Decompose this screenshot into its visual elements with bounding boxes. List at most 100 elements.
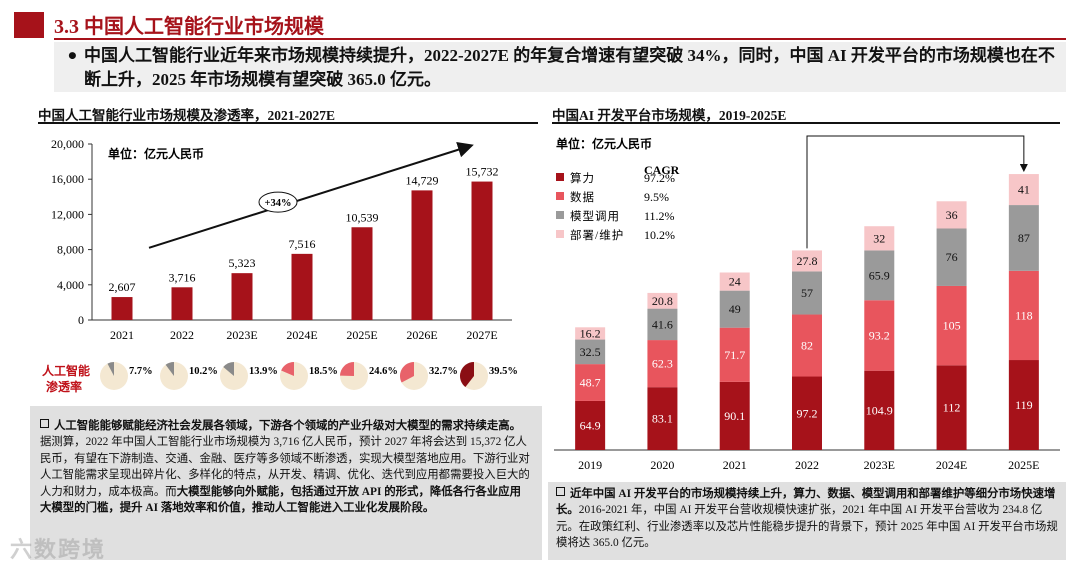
right-note-box (548, 482, 1066, 560)
penetration-pie-slice (460, 362, 474, 388)
left-note-bold: 人工智能能够赋能经济社会发展各领域，下游各个领域的产业升级对大模型的需求持续走高… (54, 420, 522, 432)
checkbox-icon (556, 487, 565, 496)
summary-text: 中国人工智能行业近年来市场规模持续提升，2022-2027E 的年复合增速有望突… (84, 46, 1055, 89)
segment-value-label: 71.7 (724, 348, 745, 362)
legend-label: 部署/维护 (570, 228, 624, 242)
stack-segment (719, 272, 750, 291)
segment-value-label: 82 (801, 339, 813, 353)
stack-segment (1008, 360, 1039, 450)
segment-value-label: 32.5 (580, 345, 601, 359)
segment-value-label: 32 (873, 231, 885, 245)
ai-platform-chart: 单位：亿元人民币 CAGR 算力 97.2% 数据 9.5% 模型调用 11.2% 部署/维护 1… (554, 135, 1060, 472)
segment-value-label: 48.7 (580, 376, 601, 390)
unit-label: 单位：亿元人民币 (556, 136, 652, 151)
watermark: 六数跨境 (10, 538, 107, 563)
segment-value-label: 104.9 (866, 403, 893, 417)
stack-segment (575, 364, 606, 401)
legend-swatch (556, 230, 564, 238)
x-tick-label: 2022 (795, 458, 819, 472)
stack-segment (792, 376, 822, 450)
unit-label: 单位：亿元人民币 (108, 146, 204, 161)
penetration-pie-slice (400, 362, 414, 383)
segment-value-label: 76 (946, 250, 958, 264)
right-chart-title: 中国AI 开发平台市场规模，2019-2025E (552, 108, 787, 123)
segment-value-label: 65.9 (869, 268, 890, 282)
legend-label: 模型调用 (570, 209, 620, 223)
legend-cagr: 97.2% (644, 171, 675, 185)
checkbox-icon (40, 419, 49, 428)
legend-label: 数据 (570, 190, 595, 204)
stack-segment (1008, 174, 1039, 206)
penetration-value-label: 18.5% (309, 366, 338, 377)
stack-segment (936, 228, 967, 286)
stack-segment (792, 314, 822, 377)
right-note-bold: 近年中国 AI 开发平台的市场规模持续上升，算力、数据、模型调用和部署维护等细分… (556, 488, 1056, 517)
segment-value-label: 24 (729, 275, 741, 289)
connector-arrow (806, 135, 1028, 249)
penetration-label: 人工智能 (42, 363, 90, 378)
penetration-pie-slice (165, 362, 174, 376)
stack-segment (647, 308, 678, 341)
penetration-value-label: 7.7% (129, 366, 153, 377)
x-tick-label: 2027E (466, 328, 497, 342)
x-tick-label: 2023E (864, 458, 895, 472)
x-tick-label: 2023E (226, 328, 257, 342)
segment-value-label: 41.6 (652, 317, 673, 331)
bullet-icon: • (66, 44, 79, 68)
penetration-value-label: 39.5% (489, 366, 518, 377)
y-tick-label: 8,000 (57, 243, 84, 257)
title-underline (54, 38, 1066, 40)
segment-value-label: 57 (801, 286, 813, 300)
legend-swatch (556, 211, 564, 219)
growth-oval (258, 191, 298, 213)
left-title-underline (38, 122, 538, 124)
segment-value-label: 119 (1015, 398, 1033, 412)
penetration-label: 渗透率 (46, 379, 82, 394)
stack-segment (936, 201, 967, 229)
y-tick-label: 0 (78, 313, 84, 327)
x-tick-label: 2024E (286, 328, 317, 342)
penetration-value-label: 24.6% (369, 366, 398, 377)
segment-value-label: 83.1 (652, 412, 673, 426)
y-tick-label: 12,000 (51, 207, 84, 221)
legend-cagr: 9.5% (644, 190, 669, 204)
stack-segment (575, 400, 606, 450)
x-tick-label: 2020 (650, 458, 674, 472)
stack-segment (719, 290, 750, 328)
summary-box (54, 42, 1066, 92)
stack-segment (575, 339, 606, 365)
x-tick-label: 2021 (723, 458, 747, 472)
bar-value-label: 14,729 (406, 173, 439, 187)
trend-arrow (148, 142, 474, 249)
stack-segment (647, 387, 678, 450)
penetration-pie-slice (107, 362, 114, 376)
stack-segment (864, 226, 895, 251)
bar (351, 227, 373, 320)
penetration-value-label: 10.2% (189, 366, 218, 377)
stack-segment (864, 370, 895, 450)
y-tick-label: 4,000 (57, 278, 84, 292)
left-note-bold-2: 大模型能够向外赋能，包括通过开放 API 的形式，降低各行各业应用大模型的门槛，… (40, 485, 521, 515)
stack-segment (864, 250, 895, 301)
segment-value-label: 27.8 (797, 254, 818, 268)
segment-value-label: 118 (1015, 308, 1033, 322)
right-note-body: 2016-2021 年，中国 AI 开发平台营收规模快速扩张，2021 年中国 … (556, 504, 1058, 550)
legend-swatch (556, 173, 564, 181)
y-tick-label: 16,000 (51, 172, 84, 186)
stack-segment (719, 327, 750, 382)
stack-segment (792, 250, 822, 272)
penetration-pie-slice (281, 362, 294, 376)
bar (171, 287, 193, 320)
segment-value-label: 20.8 (652, 294, 673, 308)
bar (231, 273, 253, 320)
segment-value-label: 62.3 (652, 357, 673, 371)
segment-value-label: 93.2 (869, 328, 890, 342)
segment-value-label: 90.1 (724, 409, 745, 423)
stack-segment (936, 365, 967, 450)
legend-cagr: 10.2% (644, 228, 675, 242)
bar (291, 253, 313, 320)
left-note-box (30, 406, 542, 560)
stack-segment (647, 292, 678, 309)
bar-value-label: 2,607 (109, 280, 136, 294)
stack-segment (936, 285, 967, 366)
